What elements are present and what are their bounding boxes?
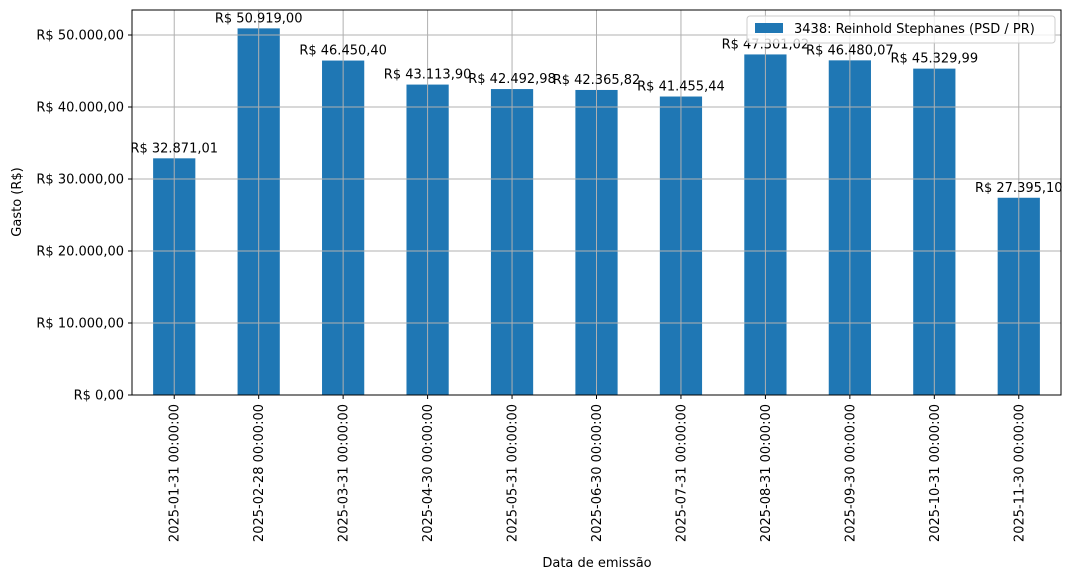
legend-swatch bbox=[755, 23, 783, 33]
bar-value-label: R$ 27.395,10 bbox=[975, 181, 1063, 196]
x-tick-label: 2025-06-30 00:00:00 bbox=[590, 404, 605, 542]
bar-value-labels: R$ 32.871,01 R$ 50.919,00 R$ 46.450,40 R$ 4… bbox=[130, 11, 1062, 195]
bar-value-label: R$ 41.455,44 bbox=[637, 80, 725, 95]
bar-value-label: R$ 42.492,98 bbox=[468, 72, 556, 87]
x-tick-label: 2025-01-31 00:00:00 bbox=[168, 404, 183, 542]
x-tick-label: 2025-07-31 00:00:00 bbox=[674, 404, 689, 542]
legend: 3438: Reinhold Stephanes (PSD / PR) bbox=[746, 15, 1056, 44]
y-tick-label: R$ 30.000,00 bbox=[36, 173, 124, 188]
x-tick-label: 2025-09-30 00:00:00 bbox=[843, 404, 858, 542]
x-tick-label: 2025-11-30 00:00:00 bbox=[1012, 404, 1027, 542]
x-tick-label: 2025-05-31 00:00:00 bbox=[506, 404, 521, 542]
legend-label: 3438: Reinhold Stephanes (PSD / PR) bbox=[794, 22, 1035, 37]
x-axis-label: Data de emissão bbox=[542, 556, 651, 571]
x-tick-label: 2025-02-28 00:00:00 bbox=[252, 404, 267, 542]
y-tick-label: R$ 50.000,00 bbox=[36, 29, 124, 44]
bar-value-label: R$ 50.919,00 bbox=[215, 11, 303, 26]
y-axis: R$ 0,00 R$ 10.000,00 R$ 20.000,00 R$ 30.000… bbox=[36, 29, 132, 404]
y-axis-label: Gasto (R$) bbox=[10, 167, 25, 236]
bar-value-label: R$ 45.329,99 bbox=[891, 52, 979, 67]
x-tick-label: 2025-08-31 00:00:00 bbox=[759, 404, 774, 542]
y-tick-label: R$ 10.000,00 bbox=[36, 317, 124, 332]
x-tick-label: 2025-04-30 00:00:00 bbox=[421, 404, 436, 542]
bar-value-label: R$ 32.871,01 bbox=[130, 141, 218, 156]
bar-value-label: R$ 46.480,07 bbox=[806, 43, 894, 58]
bar-value-label: R$ 43.113,90 bbox=[384, 68, 472, 83]
x-axis: 2025-01-31 00:00:00 2025-02-28 00:00:00 20… bbox=[168, 395, 1027, 542]
y-tick-label: R$ 20.000,00 bbox=[36, 245, 124, 260]
y-tick-label: R$ 40.000,00 bbox=[36, 101, 124, 116]
x-tick-label: 2025-03-31 00:00:00 bbox=[337, 404, 352, 542]
bar-value-label: R$ 46.450,40 bbox=[299, 44, 387, 59]
x-tick-label: 2025-10-31 00:00:00 bbox=[928, 404, 943, 542]
bar-value-label: R$ 42.365,82 bbox=[553, 73, 641, 88]
y-tick-label: R$ 0,00 bbox=[74, 389, 124, 404]
legend-box bbox=[746, 15, 1056, 44]
